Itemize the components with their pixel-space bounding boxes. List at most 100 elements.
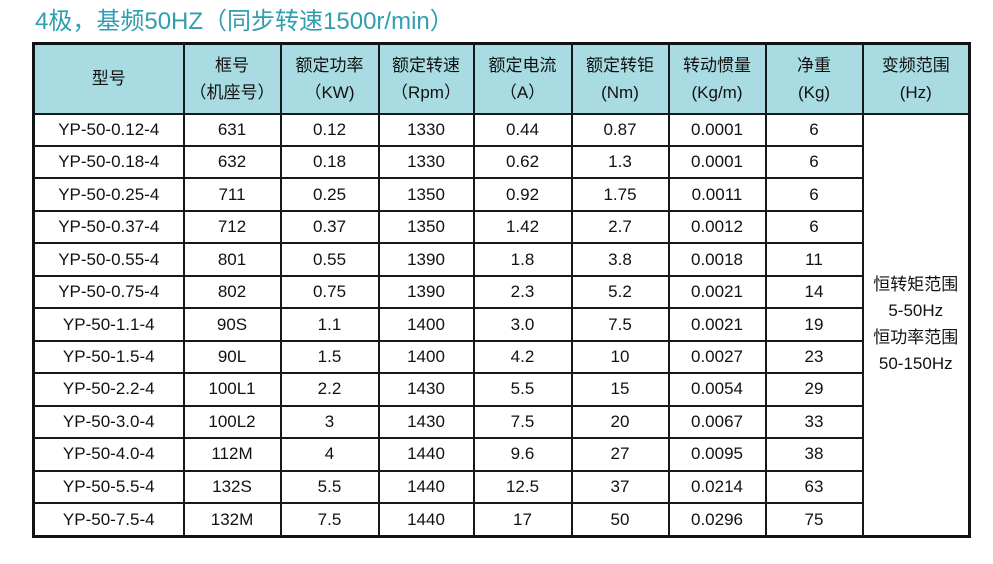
cell-current: 3.0 xyxy=(472,307,573,342)
cell-power: 5.5 xyxy=(279,469,380,505)
table-row: YP-50-0.12-4 631 0.12 1330 0.44 0.87 0.0001 6 恒转… xyxy=(32,112,971,538)
header-line2: （Rpm） xyxy=(391,82,461,102)
cell-power: 0.55 xyxy=(279,242,380,277)
cell-power: 0.12 xyxy=(279,112,380,147)
cell-power: 4 xyxy=(279,437,380,472)
cell-weight: 23 xyxy=(764,339,864,375)
cell-weight: 6 xyxy=(764,144,864,180)
freq-range-line: 恒功率范围 xyxy=(873,327,959,347)
col-header-rated-current: 额定电流 （A） xyxy=(472,42,573,115)
cell-frame: 90S xyxy=(182,307,282,342)
cell-inertia: 0.0012 xyxy=(667,209,767,245)
header-line1: 额定电流 xyxy=(488,55,557,75)
cell-current: 4.2 xyxy=(472,339,573,375)
cell-inertia: 0.0018 xyxy=(667,242,767,277)
header-line1: 框号 xyxy=(215,55,249,75)
col-header-model: 型号 xyxy=(32,42,185,115)
table-row: YP-50-5.5-4 132S 5.5 1440 12.5 37 0.0214 63 xyxy=(32,469,970,505)
cell-frame: 90L xyxy=(182,339,282,375)
header-line2: (Nm) xyxy=(601,82,639,102)
header-line2: (Kg) xyxy=(797,82,831,102)
table-row: YP-50-0.37-4 712 0.37 1350 1.42 2.7 0.0012 6 xyxy=(32,209,970,245)
col-header-frame: 框号 （机座号） xyxy=(182,42,282,115)
cell-torque: 2.7 xyxy=(570,209,670,245)
header-line1: 净重 xyxy=(797,55,831,75)
cell-freq-range-note: 恒转矩范围 5-50Hz 恒功率范围 50-150Hz xyxy=(861,112,971,538)
header-line1: 型号 xyxy=(91,69,126,89)
freq-range-line: 恒转矩范围 xyxy=(873,275,959,295)
cell-frame: 801 xyxy=(182,242,282,277)
cell-inertia: 0.0021 xyxy=(667,307,767,342)
header-line1: 额定功率 xyxy=(295,55,364,75)
col-header-net-weight: 净重 (Kg) xyxy=(764,42,864,115)
cell-weight: 6 xyxy=(764,112,864,147)
header-line1: 转动惯量 xyxy=(683,55,751,75)
header-line2: (Hz) xyxy=(899,82,932,102)
cell-power: 2.2 xyxy=(279,372,380,407)
cell-power: 7.5 xyxy=(279,502,380,538)
cell-power: 0.18 xyxy=(279,144,380,180)
cell-model: YP-50-1.5-4 xyxy=(32,339,185,375)
header-line1: 额定转速 xyxy=(392,55,460,75)
header-line2: （A） xyxy=(499,82,546,102)
cell-torque: 3.8 xyxy=(570,242,670,277)
cell-frame: 711 xyxy=(182,177,282,212)
cell-speed: 1390 xyxy=(377,242,475,277)
cell-inertia: 0.0067 xyxy=(667,404,767,440)
table-row: YP-50-0.18-4 632 0.18 1330 0.62 1.3 0.0001 6 xyxy=(32,144,970,180)
header-line2: （KW) xyxy=(304,82,355,102)
freq-range-line: 5-50Hz xyxy=(888,301,944,321)
cell-speed: 1350 xyxy=(377,177,475,212)
cell-inertia: 0.0095 xyxy=(667,437,767,472)
cell-current: 1.42 xyxy=(472,209,573,245)
table-row: YP-50-0.75-4 802 0.75 1390 2.3 5.2 0.0021 14 xyxy=(32,274,970,310)
cell-inertia: 0.0054 xyxy=(667,372,767,407)
col-header-inertia: 转动惯量 (Kg/m) xyxy=(667,42,767,115)
cell-frame: 631 xyxy=(182,112,282,147)
header-line2: （机座号） xyxy=(189,82,275,102)
cell-model: YP-50-0.12-4 xyxy=(32,112,185,147)
table-row: YP-50-2.2-4 100L1 2.2 1430 5.5 15 0.0054 29 xyxy=(32,372,970,407)
cell-speed: 1400 xyxy=(377,307,475,342)
cell-weight: 14 xyxy=(764,274,864,310)
cell-frame: 132M xyxy=(182,502,282,538)
cell-model: YP-50-4.0-4 xyxy=(32,437,185,472)
cell-speed: 1430 xyxy=(377,372,475,407)
cell-model: YP-50-1.1-4 xyxy=(32,307,185,342)
cell-frame: 712 xyxy=(182,209,282,245)
cell-torque: 1.75 xyxy=(570,177,670,212)
cell-frame: 112M xyxy=(182,437,282,472)
cell-speed: 1330 xyxy=(377,112,475,147)
cell-current: 0.62 xyxy=(472,144,573,180)
cell-inertia: 0.0027 xyxy=(667,339,767,375)
cell-torque: 10 xyxy=(570,339,670,375)
cell-weight: 63 xyxy=(764,469,864,505)
cell-model: YP-50-7.5-4 xyxy=(32,502,185,538)
cell-torque: 20 xyxy=(570,404,670,440)
cell-current: 12.5 xyxy=(472,469,573,505)
cell-model: YP-50-0.37-4 xyxy=(32,209,185,245)
cell-power: 0.25 xyxy=(279,177,380,212)
cell-model: YP-50-0.75-4 xyxy=(32,274,185,310)
cell-speed: 1330 xyxy=(377,144,475,180)
cell-inertia: 0.0001 xyxy=(667,112,767,147)
cell-inertia: 0.0021 xyxy=(667,274,767,310)
cell-inertia: 0.0296 xyxy=(667,502,767,538)
table-row: YP-50-0.25-4 711 0.25 1350 0.92 1.75 0.0011 6 xyxy=(32,177,970,212)
cell-frame: 100L2 xyxy=(182,404,282,440)
cell-weight: 38 xyxy=(764,437,864,472)
table-row: YP-50-4.0-4 112M 4 1440 9.6 27 0.0095 38 xyxy=(32,437,970,472)
cell-weight: 33 xyxy=(764,404,864,440)
col-header-rated-power: 额定功率 （KW) xyxy=(279,42,380,115)
cell-current: 5.5 xyxy=(472,372,573,407)
cell-speed: 1390 xyxy=(377,274,475,310)
cell-model: YP-50-5.5-4 xyxy=(32,469,185,505)
header-line1: 额定转钜 xyxy=(586,55,654,75)
cell-torque: 27 xyxy=(570,437,670,472)
table-header: 型号 框号 （机座号） 额定功率 （KW) 额定转速 （Rpm） 额定电流 xyxy=(32,42,971,115)
cell-current: 17 xyxy=(472,502,573,538)
cell-power: 1.1 xyxy=(279,307,380,342)
cell-weight: 19 xyxy=(764,307,864,342)
cell-weight: 29 xyxy=(764,372,864,407)
cell-torque: 0.87 xyxy=(570,112,670,147)
